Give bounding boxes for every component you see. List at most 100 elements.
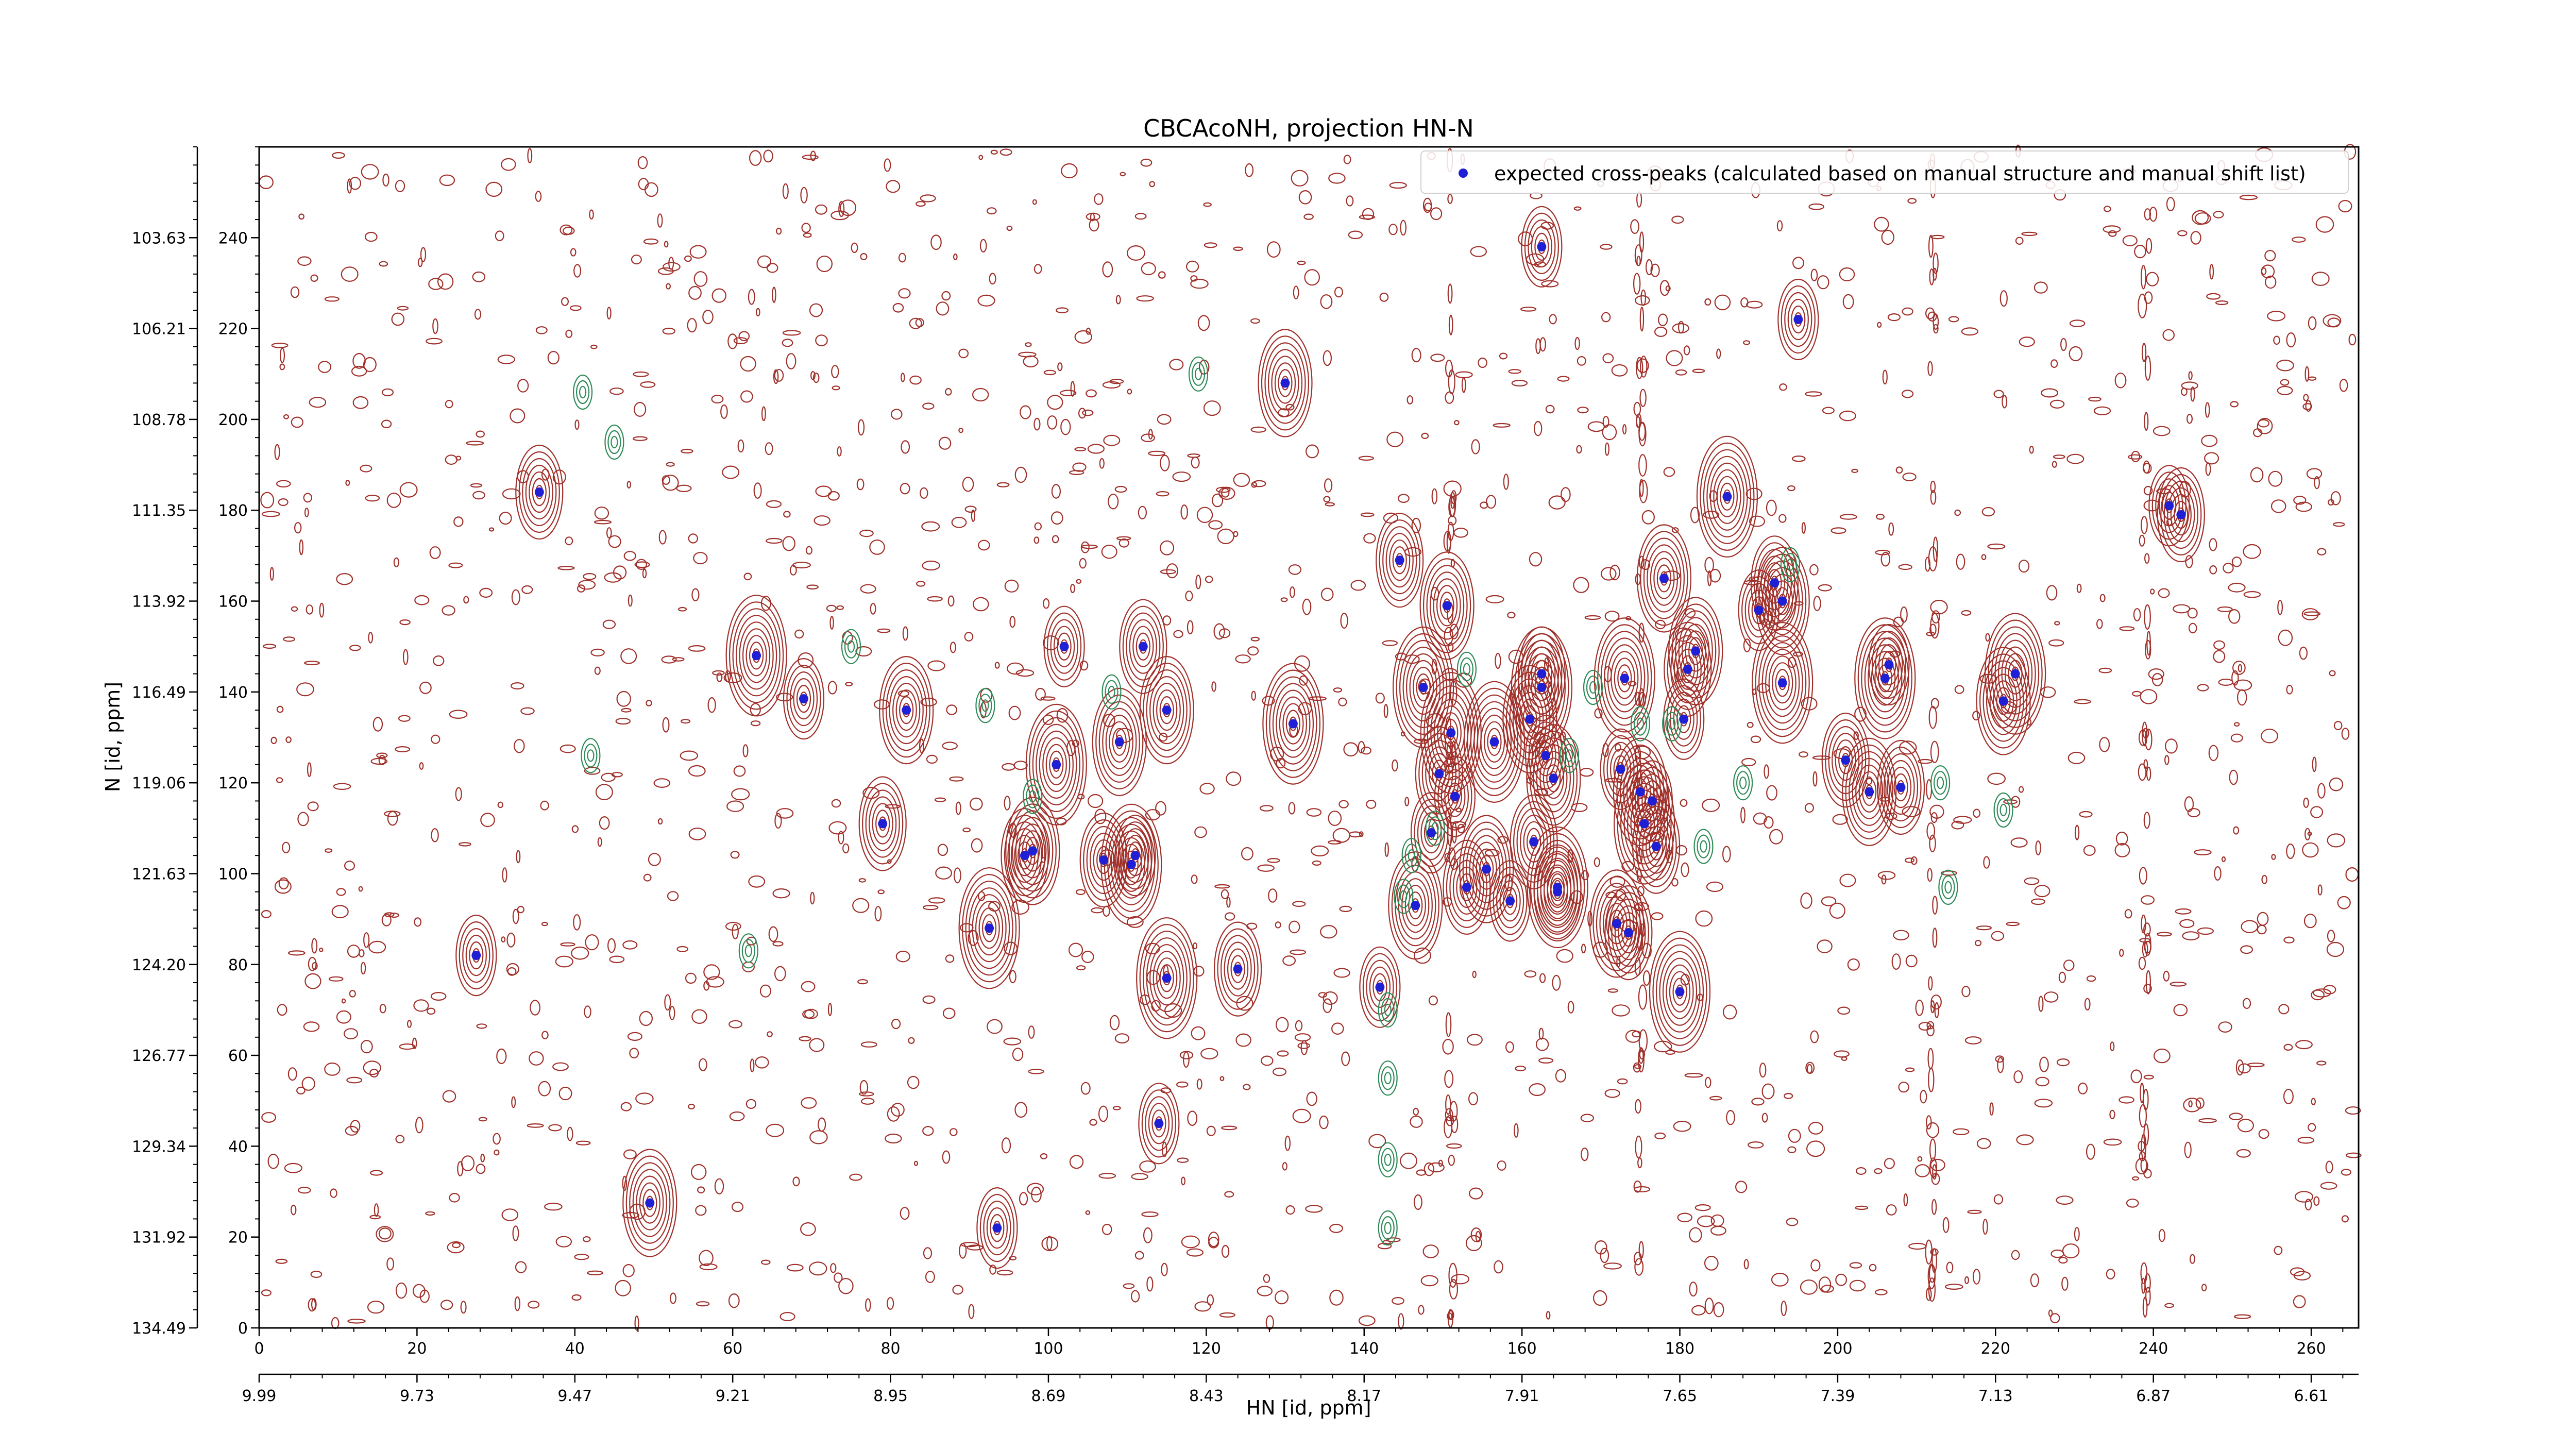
noise-contour xyxy=(330,1188,337,1198)
peak-contour xyxy=(1109,721,1130,763)
negative-contour xyxy=(611,435,618,449)
noise-contour xyxy=(583,573,597,580)
peak-contour xyxy=(1649,931,1711,1053)
peak-contour xyxy=(1151,1109,1166,1138)
noise-contour xyxy=(263,644,277,649)
noise-contour xyxy=(2143,1169,2152,1178)
noise-contour xyxy=(1257,864,1275,872)
noise-contour xyxy=(2194,849,2212,855)
noise-contour xyxy=(845,682,853,686)
noise-contour xyxy=(639,1010,653,1026)
noise-contour xyxy=(1041,1236,1059,1252)
noise-contour xyxy=(1535,338,1541,355)
peak-contour xyxy=(1114,815,1156,897)
noise-contour xyxy=(1312,860,1321,866)
noise-contour xyxy=(2033,281,2048,294)
noise-contour xyxy=(485,181,503,197)
peak-contour xyxy=(1706,456,1748,537)
noise-contour xyxy=(270,736,277,745)
noise-contour xyxy=(1951,820,1964,830)
peak-contour xyxy=(1025,703,1087,826)
peak-contour xyxy=(1594,617,1655,739)
noise-contour xyxy=(1665,1050,1675,1055)
noise-contour xyxy=(887,859,892,864)
noise-contour xyxy=(1709,1096,1722,1101)
noise-contour xyxy=(1191,874,1198,884)
noise-contour xyxy=(978,155,984,160)
peak-contour xyxy=(1398,871,1433,940)
noise-contour xyxy=(1290,949,1307,955)
cross-peak-point xyxy=(1450,791,1460,801)
noise-contour xyxy=(283,636,295,642)
noise-contour xyxy=(2339,379,2348,392)
noise-contour xyxy=(1388,224,1398,235)
x-tick-label: 100 xyxy=(1033,1340,1063,1358)
cross-peak-point xyxy=(1754,605,1764,615)
noise-contour xyxy=(1222,1245,1230,1258)
noise-contour xyxy=(1250,318,1260,324)
peak-contour xyxy=(1537,851,1579,933)
noise-contour xyxy=(1930,490,1937,505)
peak-contour xyxy=(1264,342,1306,424)
noise-contour xyxy=(749,150,762,166)
noise-contour xyxy=(1650,263,1660,277)
peak-contour xyxy=(1267,349,1303,417)
noise-contour xyxy=(623,1149,637,1159)
noise-contour xyxy=(1869,1263,1877,1272)
cross-peak-point xyxy=(1675,987,1685,997)
noise-contour xyxy=(1061,163,1078,179)
noise-contour xyxy=(1276,758,1286,769)
noise-contour xyxy=(1535,1037,1549,1051)
noise-contour xyxy=(1173,630,1183,638)
ppm-tick-label: 8.69 xyxy=(1031,1387,1066,1405)
noise-contour xyxy=(573,264,582,278)
noise-contour xyxy=(1635,692,1640,706)
noise-contour xyxy=(1243,1084,1251,1090)
peak-contour xyxy=(622,1149,677,1257)
noise-contour xyxy=(1932,1164,1937,1180)
noise-contour xyxy=(346,1076,363,1084)
noise-contour xyxy=(2283,1089,2294,1104)
peak-contour xyxy=(739,621,774,690)
noise-contour xyxy=(1318,992,1327,998)
noise-contour xyxy=(1386,431,1404,447)
noise-contour xyxy=(502,867,507,883)
noise-contour xyxy=(1282,955,1296,966)
peak-contour xyxy=(2148,465,2190,547)
peak-contour xyxy=(1012,810,1054,892)
noise-contour xyxy=(774,966,786,982)
noise-contour xyxy=(942,742,958,750)
noise-contour xyxy=(594,507,609,520)
noise-contour xyxy=(478,1117,487,1122)
noise-contour xyxy=(2201,1284,2207,1291)
noise-contour xyxy=(584,767,601,775)
noise-contour xyxy=(2060,338,2067,351)
cross-peak-point xyxy=(1162,973,1172,983)
noise-contour xyxy=(809,1130,828,1144)
noise-contour xyxy=(2234,722,2240,727)
noise-contour xyxy=(1677,1212,1692,1223)
noise-contour xyxy=(440,1300,453,1310)
noise-contour xyxy=(1671,527,1679,533)
negative-contour xyxy=(1944,881,1952,894)
peak-contour xyxy=(979,1194,1015,1262)
noise-contour xyxy=(728,1293,740,1308)
noise-contour xyxy=(364,231,378,242)
noise-contour xyxy=(445,454,457,465)
noise-contour xyxy=(448,562,463,568)
noise-contour xyxy=(702,310,714,325)
peak-contour xyxy=(1775,669,1790,697)
peak-contour xyxy=(532,478,547,507)
negative-contour xyxy=(1384,1222,1392,1235)
noise-contour xyxy=(350,1120,361,1133)
peak-contour xyxy=(1096,846,1111,874)
noise-contour xyxy=(298,213,304,220)
noise-contour xyxy=(1931,1173,1940,1185)
cross-peak-point xyxy=(1683,664,1692,674)
noise-contour xyxy=(1468,1092,1479,1106)
noise-contour xyxy=(1277,1050,1289,1057)
noise-contour xyxy=(885,1133,902,1144)
noise-contour xyxy=(773,369,779,384)
peak-contour xyxy=(1054,626,1075,667)
peak-contour xyxy=(1784,292,1812,347)
